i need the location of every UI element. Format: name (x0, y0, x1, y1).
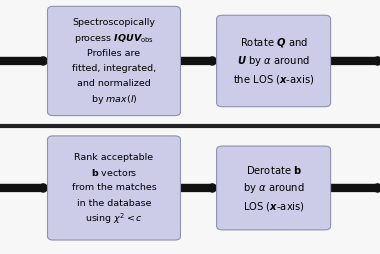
Text: Derotate $\mathbf{b}$: Derotate $\mathbf{b}$ (245, 164, 302, 176)
Text: $\bfit{U}$ by $\alpha$ around: $\bfit{U}$ by $\alpha$ around (237, 54, 310, 68)
FancyBboxPatch shape (217, 15, 331, 107)
Text: Spectroscopically: Spectroscopically (73, 18, 155, 27)
Text: by $\alpha$ around: by $\alpha$ around (243, 181, 304, 195)
Text: Rotate $\bfit{Q}$ and: Rotate $\bfit{Q}$ and (240, 36, 307, 49)
Text: from the matches: from the matches (71, 183, 157, 193)
Text: LOS ($\bfit{x}$-axis): LOS ($\bfit{x}$-axis) (242, 200, 305, 213)
Text: Profiles are: Profiles are (87, 49, 141, 58)
Text: $\mathbf{b}$ vectors: $\mathbf{b}$ vectors (91, 167, 137, 178)
Text: using $\chi^2 < c$: using $\chi^2 < c$ (85, 211, 143, 226)
Text: fitted, integrated,: fitted, integrated, (72, 64, 156, 73)
FancyBboxPatch shape (48, 6, 180, 116)
Text: in the database: in the database (77, 199, 151, 208)
Text: and normalized: and normalized (77, 79, 151, 88)
Text: by $\mathit{max(I)}$: by $\mathit{max(I)}$ (90, 92, 138, 106)
Text: the LOS ($\bfit{x}$-axis): the LOS ($\bfit{x}$-axis) (233, 73, 314, 86)
Text: process $\bfit{IQUV}_{\mathrm{obs}}$: process $\bfit{IQUV}_{\mathrm{obs}}$ (74, 31, 154, 45)
FancyBboxPatch shape (217, 146, 331, 230)
FancyBboxPatch shape (48, 136, 180, 240)
Text: Rank acceptable: Rank acceptable (74, 153, 154, 162)
